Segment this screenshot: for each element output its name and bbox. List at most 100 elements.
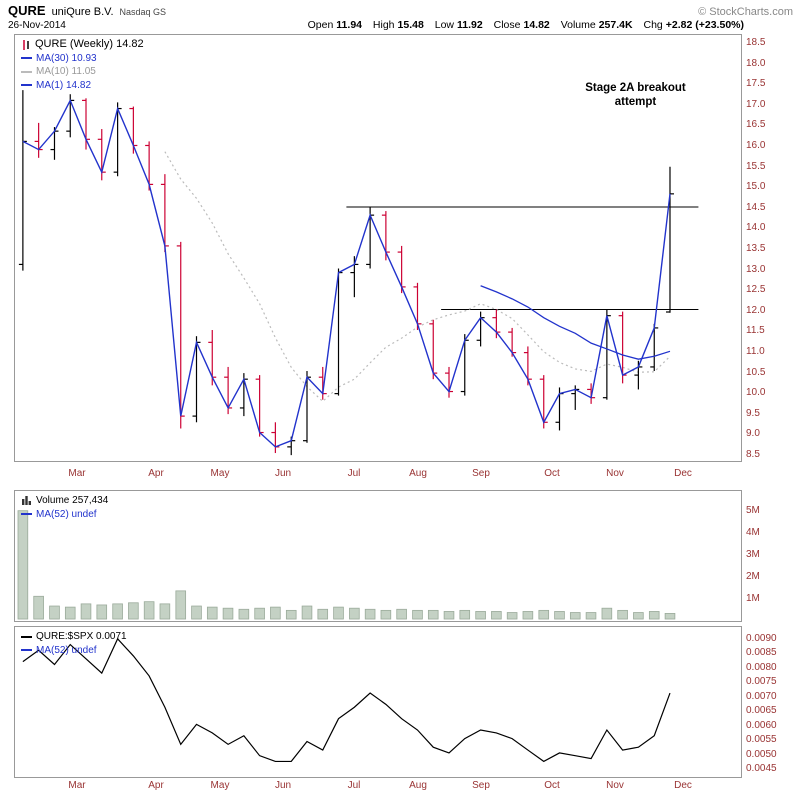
header-row-1: QURE uniQure B.V. Nasdaq GS © StockChart… <box>8 3 793 18</box>
legend-row-volume-ma: MA(52) undef <box>21 508 108 522</box>
price-tick-label: 16.0 <box>746 140 766 151</box>
price-tick-label: 14.0 <box>746 222 766 233</box>
price-tick-label: 17.5 <box>746 78 766 89</box>
ratio-tick-label: 0.0070 <box>746 691 777 702</box>
ma10-line <box>164 151 671 403</box>
ohlc-bars <box>18 90 674 456</box>
month-label: Jun <box>274 780 292 791</box>
header-row-2: 26-Nov-2014 Open 11.94 High 15.48 Low 11.92… <box>8 19 744 31</box>
legend-price-label: QURE (Weekly) 14.82 <box>35 38 144 50</box>
month-label: Mar <box>68 468 86 479</box>
quote-value: 15.48 <box>397 19 424 31</box>
quote-value: 14.82 <box>523 19 550 31</box>
legend-row-ratio-ma: MA(52) undef <box>21 644 127 658</box>
month-label: Apr <box>148 468 164 479</box>
annotation-text: Stage 2A breakout attempt <box>585 82 686 108</box>
legend-volume-label: Volume 257,434 <box>36 495 109 506</box>
ratio-tick-label: 0.0090 <box>746 633 777 644</box>
month-label: Jul <box>347 468 361 479</box>
copyright-text: © StockCharts.com <box>698 6 793 18</box>
chart-date: 26-Nov-2014 <box>8 20 66 31</box>
month-label: Jul <box>347 780 361 791</box>
legend-row-price: QURE (Weekly) 14.82 <box>21 38 144 52</box>
volume-tick-label: 2M <box>746 571 760 582</box>
price-tick-label: 12.0 <box>746 305 766 316</box>
month-label: Jun <box>274 468 292 479</box>
ratio-line-icon <box>21 635 32 638</box>
legend-ma30-label: MA(30) 10.93 <box>36 52 97 64</box>
price-tick-label: 11.5 <box>746 325 765 336</box>
ratio-chart-svg <box>22 637 671 763</box>
quote-label: High <box>372 19 395 31</box>
month-label: Dec <box>674 780 692 791</box>
quote-label: Close <box>493 19 521 31</box>
close-line <box>22 98 671 448</box>
price-tick-label: 13.5 <box>746 243 766 254</box>
month-label: Aug <box>409 468 427 479</box>
quote-label: Low <box>434 19 454 31</box>
ticker-symbol: QURE <box>8 3 46 18</box>
volume-tick-label: 4M <box>746 527 760 538</box>
quote-label: Open <box>307 19 334 31</box>
ratio-tick-label: 0.0050 <box>746 749 777 760</box>
ratio-tick-label: 0.0055 <box>746 734 777 745</box>
legend-ratio-label: QURE:$SPX 0.0071 <box>36 631 127 642</box>
price-chart-svg <box>18 90 699 456</box>
resistance-lines <box>346 206 699 311</box>
ratio-ma-swatch-icon <box>21 649 32 652</box>
legend-row-volume: Volume 257,434 <box>21 494 108 508</box>
month-label: Sep <box>472 780 490 791</box>
legend-row-ma30: MA(30) 10.93 <box>21 52 144 66</box>
legend-volume-ma-label: MA(52) undef <box>36 508 97 520</box>
ratio-legend: QURE:$SPX 0.0071 MA(52) undef <box>21 630 127 657</box>
month-label: May <box>210 468 230 479</box>
legend-ratio-ma-label: MA(52) undef <box>36 644 97 656</box>
volume-bars <box>17 510 676 620</box>
month-label: Oct <box>544 468 560 479</box>
ratio-tick-label: 0.0045 <box>746 763 777 774</box>
volume-panel: Volume 257,434 MA(52) undef <box>14 490 742 622</box>
price-tick-label: 11.0 <box>746 346 765 357</box>
volume-tick-label: 5M <box>746 505 760 516</box>
month-label: Aug <box>409 780 427 791</box>
ratio-panel: QURE:$SPX 0.0071 MA(52) undef <box>14 626 742 778</box>
price-bars-icon <box>21 39 31 51</box>
legend-row-ma10: MA(10) 11.05 <box>21 65 144 79</box>
month-label: Dec <box>674 468 692 479</box>
price-tick-label: 10.5 <box>746 367 766 378</box>
legend-row-ma1: MA(1) 14.82 <box>21 79 144 93</box>
volume-ma-swatch-icon <box>21 513 32 516</box>
month-label: May <box>210 780 230 791</box>
legend-ma1-label: MA(1) 14.82 <box>36 79 92 91</box>
month-label: Apr <box>148 780 164 791</box>
ratio-tick-label: 0.0080 <box>746 662 777 673</box>
month-label: Sep <box>472 468 490 479</box>
price-tick-label: 18.5 <box>746 37 766 48</box>
ratio-tick-label: 0.0075 <box>746 676 777 687</box>
ma10-swatch-icon <box>21 70 32 73</box>
price-tick-label: 12.5 <box>746 284 766 295</box>
quote-value: +2.82 (+23.50%) <box>665 19 744 31</box>
month-label: Nov <box>606 780 624 791</box>
ma30-swatch-icon <box>21 57 32 60</box>
company-name: uniQure B.V. <box>51 6 114 18</box>
quote-value: 257.4K <box>598 19 633 31</box>
month-label: Nov <box>606 468 624 479</box>
price-panel: QURE (Weekly) 14.82 MA(30) 10.93 MA(10) … <box>14 34 742 462</box>
quote-value: 11.94 <box>336 19 362 31</box>
ratio-tick-label: 0.0085 <box>746 647 777 658</box>
price-tick-label: 8.5 <box>746 449 760 460</box>
ratio-line <box>22 637 671 763</box>
month-label: Mar <box>68 780 86 791</box>
legend-row-ratio: QURE:$SPX 0.0071 <box>21 630 127 644</box>
volume-tick-label: 3M <box>746 549 760 560</box>
price-tick-label: 14.5 <box>746 202 766 213</box>
legend-ma10-label: MA(10) 11.05 <box>36 66 96 77</box>
price-tick-label: 13.0 <box>746 264 766 275</box>
price-tick-label: 17.0 <box>746 99 766 110</box>
price-tick-label: 9.5 <box>746 408 760 419</box>
price-tick-label: 16.5 <box>746 119 766 130</box>
ratio-tick-label: 0.0065 <box>746 705 777 716</box>
price-tick-label: 15.5 <box>746 161 766 172</box>
price-tick-label: 18.0 <box>746 58 766 69</box>
